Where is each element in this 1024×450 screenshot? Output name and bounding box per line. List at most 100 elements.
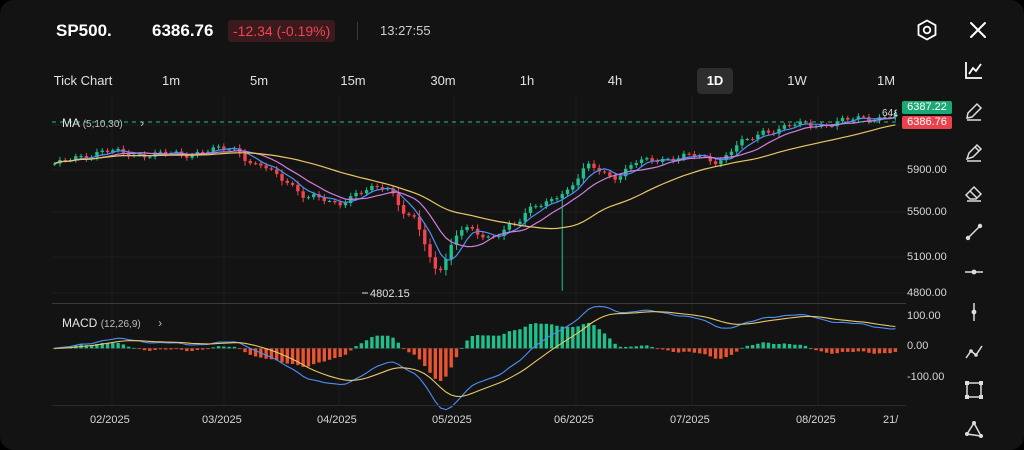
macd-histogram-bar	[740, 347, 744, 349]
candle-body	[333, 200, 337, 203]
hexagon-settings-icon[interactable]	[915, 18, 939, 42]
candle-body	[793, 124, 797, 126]
candle-body	[285, 180, 289, 183]
macd-histogram-bar	[893, 348, 898, 352]
candle-body	[296, 184, 300, 192]
candle-body	[528, 206, 533, 213]
candle-body	[571, 185, 575, 190]
macd-histogram-bar	[158, 348, 163, 350]
trend-line-icon[interactable]	[956, 218, 992, 246]
macd-histogram-bar	[528, 323, 533, 349]
candle-body	[343, 202, 348, 206]
tab-1d[interactable]: 1D	[697, 68, 733, 94]
macd-histogram-bar	[608, 338, 612, 349]
ma5-line	[54, 116, 896, 261]
y-tick-label: 4800.00	[907, 287, 947, 299]
macd-line	[54, 305, 896, 411]
candle-body	[264, 165, 268, 169]
macd-histogram-bar	[756, 343, 760, 349]
candle-body	[592, 163, 596, 168]
macd-histogram-bar	[597, 329, 601, 349]
vertical-line-icon[interactable]	[956, 298, 992, 326]
polyline-icon[interactable]	[956, 338, 992, 366]
macd-histogram-bar	[322, 348, 326, 362]
macd-histogram-bar	[317, 348, 321, 363]
candle-body	[729, 151, 734, 156]
rectangle-icon[interactable]	[956, 376, 992, 404]
macd-histogram-bar	[132, 347, 136, 349]
macd-histogram-bar	[592, 325, 596, 349]
macd-histogram-bar	[735, 348, 739, 352]
tab-tick-chart[interactable]: Tick Chart	[53, 73, 113, 88]
pen-icon[interactable]	[956, 138, 992, 166]
symbol-name[interactable]: SP500.	[56, 21, 112, 40]
candle-body	[354, 192, 358, 197]
candle-body	[756, 134, 760, 140]
macd-histogram-bar	[793, 344, 797, 349]
ma-indicator-label[interactable]: MA (5,10,30) ›	[62, 116, 144, 130]
candle-body	[735, 145, 739, 152]
tab-1w[interactable]: 1W	[787, 73, 807, 88]
candle-body	[698, 155, 702, 157]
eraser-icon[interactable]	[956, 178, 992, 206]
candle-body	[761, 130, 765, 135]
candle-body	[423, 229, 427, 245]
macd-histogram-bar	[359, 343, 364, 349]
candle-body	[893, 113, 898, 118]
candle-body	[327, 200, 332, 202]
tab-5m[interactable]: 5m	[249, 73, 269, 88]
x-tick-label: 05/2025	[432, 414, 472, 426]
close-icon[interactable]	[966, 18, 990, 42]
macd-histogram-bar	[370, 337, 374, 349]
candle-body	[618, 176, 623, 180]
candle-body	[433, 257, 438, 269]
macd-histogram-bar	[174, 348, 178, 350]
tab-15m[interactable]: 15m	[340, 73, 366, 88]
tab-30m[interactable]: 30m	[430, 73, 456, 88]
candle-body	[126, 152, 131, 157]
macd-histogram-bar	[497, 335, 501, 349]
tab-4h[interactable]: 4h	[607, 73, 623, 88]
x-tick-label: 07/2025	[670, 414, 710, 426]
tab-1h[interactable]: 1h	[519, 73, 535, 88]
chevron-right-icon[interactable]: ›	[140, 116, 145, 130]
macd-histogram-bar	[475, 335, 480, 349]
candle-body	[116, 148, 120, 151]
candle-body	[740, 139, 744, 146]
candle-body	[206, 151, 210, 153]
candle-body	[750, 139, 755, 141]
candle-body	[687, 153, 691, 155]
x-tick-label: 02/2025	[90, 414, 130, 426]
candle-body	[692, 154, 697, 157]
macd-indicator-label[interactable]: MACD (12,26,9) ›	[62, 316, 162, 330]
macd-histogram-bar	[290, 348, 295, 364]
macd-histogram-bar	[264, 348, 268, 359]
macd-histogram-bar	[835, 348, 839, 354]
macd-histogram-bar	[856, 348, 861, 352]
horizontal-line-icon[interactable]	[956, 258, 992, 286]
macd-histogram-bar	[544, 323, 549, 349]
macd-histogram-bar	[438, 348, 443, 381]
macd-histogram-bar	[518, 329, 522, 349]
candle-body	[79, 156, 83, 158]
macd-histogram-bar	[824, 348, 829, 353]
triangle-icon[interactable]	[956, 416, 992, 444]
macd-histogram-bar	[708, 348, 712, 357]
candle-body	[581, 168, 586, 179]
macd-histogram-bar	[386, 335, 390, 349]
tab-1m[interactable]: 1m	[161, 73, 181, 88]
macd-histogram-bar	[539, 323, 543, 349]
line-chart-icon[interactable]	[956, 56, 992, 84]
macd-histogram-bar	[206, 348, 210, 350]
macd-histogram-bar	[491, 335, 496, 349]
macd-histogram-bar	[195, 348, 200, 351]
candle-body	[428, 244, 432, 258]
candle-body	[602, 171, 607, 173]
macd-histogram-bar	[729, 348, 734, 355]
x-tick-label: 21/	[883, 414, 899, 426]
tab-1mo[interactable]: 1M	[876, 73, 896, 88]
chevron-right-icon[interactable]: ›	[158, 316, 163, 330]
pencil-icon[interactable]	[956, 97, 992, 125]
candle-body	[227, 149, 231, 151]
